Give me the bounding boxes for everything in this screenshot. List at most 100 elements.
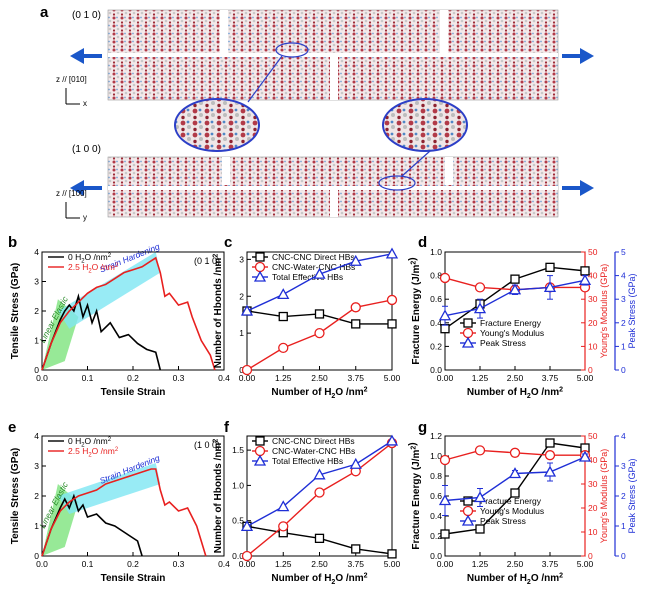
x-tick-label: 0.2 xyxy=(127,559,139,569)
arrow-right-icon xyxy=(562,180,594,196)
x-axis-label: Number of H2O /nm2 xyxy=(271,573,367,587)
right1-tick-label: 50 xyxy=(588,247,598,257)
legend-label: Total Effective HBs xyxy=(272,456,343,466)
zoom-connector xyxy=(401,150,431,177)
label-part: Total Effective HBs xyxy=(272,456,343,466)
axis-label-z-bottom: z // [100] xyxy=(56,189,87,198)
label-part: H xyxy=(324,573,331,584)
label-part: Young's Modulus (GPa) xyxy=(599,449,609,543)
label-part: CNC-Water-CNC HBs xyxy=(272,262,355,272)
data-point xyxy=(543,281,557,293)
strain-hardening-band xyxy=(57,463,161,514)
right1-tick-label: 50 xyxy=(588,431,598,441)
data-point xyxy=(440,529,450,539)
x-tick-label: 0.3 xyxy=(173,559,185,569)
data-point xyxy=(240,304,254,316)
data-point xyxy=(253,454,267,466)
data-point xyxy=(461,336,475,348)
x-tick-label: 0.3 xyxy=(173,373,185,383)
data-point xyxy=(349,254,362,266)
label-part: nm xyxy=(349,573,364,584)
label-part: Tensile Stress (GPa) xyxy=(10,448,21,545)
right1-tick-label: 0 xyxy=(588,551,593,561)
top-slab-gap xyxy=(108,53,558,57)
label-part: ) xyxy=(408,442,419,445)
legend-label: 2.5 H2O /nm2 xyxy=(68,446,118,459)
label-part: Fracture Energy (J/ xyxy=(411,273,422,364)
x-axis-label: Number of H2O /nm2 xyxy=(467,387,563,401)
data-point xyxy=(439,272,451,284)
x-tick-label: 2.50 xyxy=(311,373,328,383)
label-sup: 2 xyxy=(411,446,418,450)
data-point xyxy=(438,494,452,506)
series-line xyxy=(41,256,216,371)
label-part: Tensile Stress (GPa) xyxy=(10,263,21,360)
label-sub: 2 xyxy=(527,579,531,586)
bottom-slab-gap xyxy=(108,186,558,190)
data-point xyxy=(386,294,398,306)
data-point xyxy=(313,267,326,279)
data-point xyxy=(255,436,265,446)
x-tick-label: 3.75 xyxy=(542,373,559,383)
data-point xyxy=(349,457,362,469)
label-sup: 2 xyxy=(115,447,118,453)
data-point xyxy=(509,447,521,458)
data-point xyxy=(463,496,473,506)
data-point xyxy=(278,342,289,354)
x-tick-label: 0.1 xyxy=(82,373,94,383)
data-point xyxy=(241,364,253,376)
label-part: Fracture Energy (J/ xyxy=(411,458,422,549)
label-sub: 2 xyxy=(88,453,91,459)
data-point xyxy=(462,327,474,339)
x-tick-label: 5.00 xyxy=(384,559,401,569)
x-tick-label: 1.25 xyxy=(472,373,489,383)
y-axis-label: Number of Hbonds /nm2 xyxy=(213,439,225,554)
label-part: H xyxy=(82,262,88,272)
y-tick-label: 3 xyxy=(239,254,244,264)
label-sub: 2 xyxy=(88,269,91,275)
legend-label: Peak Stress xyxy=(480,516,526,526)
selection-ellipse xyxy=(378,175,416,191)
x-tick-label: 0.00 xyxy=(239,373,256,383)
x-axis-label: Tensile Strain xyxy=(101,573,166,584)
label-part: m xyxy=(411,450,422,459)
axis-glyph-bottom: z // [100] y xyxy=(56,189,87,222)
label-part: Number of Hbonds / xyxy=(213,457,224,553)
label-sup: 2 xyxy=(108,437,111,443)
data-point xyxy=(473,302,487,314)
x-tick-label: 5.00 xyxy=(577,559,594,569)
x-axis-label: Number of H2O /nm2 xyxy=(467,573,563,587)
axis-glyph-top: z // [010] x xyxy=(56,75,87,108)
chart-panel-g: g 0.00 1.25 2.50 3.75 5.00 0.0 0.2 0.4 0.6 0.8 1.0 1… xyxy=(408,419,638,586)
zoom-connector xyxy=(247,55,283,103)
y-axis-label: Fracture Energy (J/m2) xyxy=(408,257,423,364)
panel-a-orientation-top: (0 1 0) xyxy=(72,10,101,21)
x-tick-label: 0.0 xyxy=(36,373,48,383)
data-point xyxy=(544,450,556,461)
right2-axis-label: Peak Stress (GPa) xyxy=(627,458,637,533)
data-point xyxy=(277,288,290,300)
panel-letter: d xyxy=(418,234,427,251)
label-part: H xyxy=(75,436,81,446)
right1-tick-label: 40 xyxy=(588,271,598,281)
data-point xyxy=(278,521,289,532)
y-tick-label: 1 xyxy=(34,521,39,531)
data-point xyxy=(508,283,522,295)
axis-label-x: x xyxy=(83,99,87,108)
y-tick-label: 0 xyxy=(34,551,39,561)
label-part: / xyxy=(539,387,545,398)
label-part: H xyxy=(82,446,88,456)
label-part: CNC-CNC Direct HBs xyxy=(272,436,355,446)
x-axis-label: Tensile Strain xyxy=(101,387,166,398)
data-point xyxy=(255,252,265,262)
series-0 xyxy=(41,293,162,371)
x-tick-label: 0.0 xyxy=(36,559,48,569)
x-tick-label: 0.1 xyxy=(82,559,94,569)
label-part: nm xyxy=(213,258,224,273)
chart-panel-f: f 0.00 1.25 2.50 3.75 5.00 0.0 0.5 1.0 1.5 Number … xyxy=(213,419,401,586)
label-sub: 2 xyxy=(527,393,531,400)
x-tick-label: 0.4 xyxy=(218,373,230,383)
label-part: CNC-Water-CNC HBs xyxy=(272,446,355,456)
legend-label: Peak Stress xyxy=(480,338,526,348)
